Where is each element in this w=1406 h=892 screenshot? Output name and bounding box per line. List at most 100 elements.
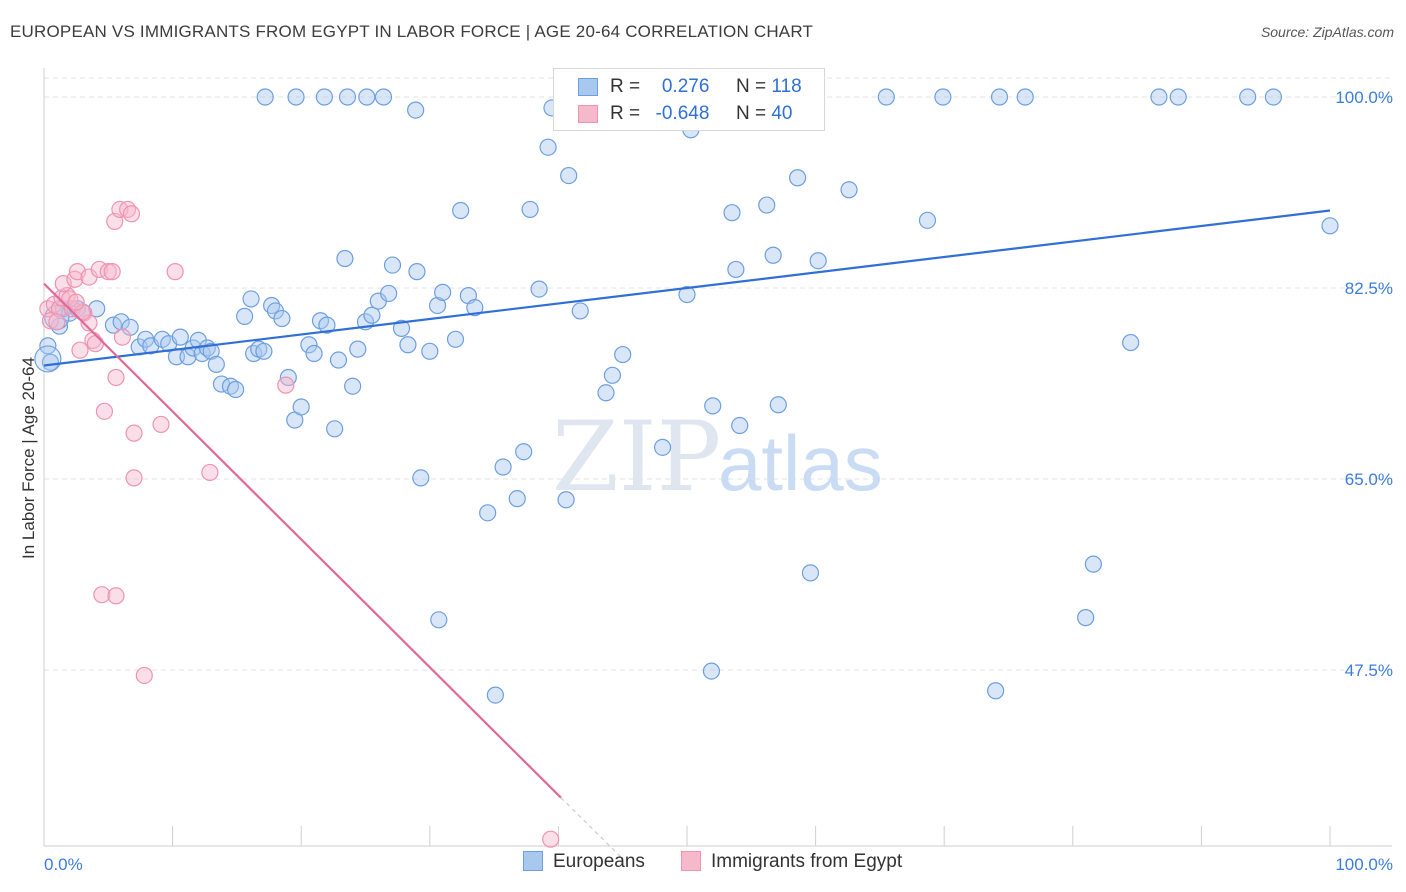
egypt-point — [95, 402, 114, 420]
europeans-point — [227, 380, 245, 399]
europeans-point — [380, 284, 398, 303]
watermark: ZIP atlas — [552, 401, 883, 513]
egypt-points — [39, 200, 560, 848]
egypt-point — [166, 263, 184, 281]
legend-swatch-egypt — [578, 105, 598, 123]
grid-lines — [44, 77, 1392, 671]
egypt-point — [201, 463, 219, 482]
europeans-point — [1264, 88, 1283, 106]
europeans-point — [1169, 88, 1187, 106]
y-tick-label: 82.5% — [1345, 279, 1393, 298]
egypt-point — [125, 469, 143, 487]
europeans-point — [349, 340, 367, 358]
europeans-point — [242, 290, 260, 308]
europeans-point — [392, 319, 411, 337]
europeans-point — [877, 88, 895, 106]
europeans-point — [758, 196, 776, 214]
europeans-point — [1016, 88, 1034, 106]
europeans-point — [255, 342, 273, 360]
legend-n-label: N = — [735, 103, 767, 124]
europeans-point — [315, 88, 333, 106]
y-tick-label: 47.5% — [1345, 661, 1393, 680]
europeans-point — [273, 309, 291, 328]
legend-r-label: R = — [610, 103, 641, 124]
legend-swatch-europeans — [578, 78, 598, 96]
europeans-point — [801, 564, 820, 582]
europeans-point — [358, 88, 376, 106]
europeans-point — [344, 377, 362, 395]
egypt-point — [48, 313, 66, 331]
europeans-point — [653, 438, 672, 456]
europeans-point — [987, 682, 1005, 700]
europeans-point — [329, 351, 348, 369]
legend-n-label: N = — [735, 76, 767, 97]
europeans-point — [430, 611, 448, 629]
legend-r-value: 0.276 — [661, 76, 710, 97]
egypt-trend-extension — [560, 797, 624, 860]
europeans-point — [731, 416, 749, 435]
europeans-point — [597, 384, 615, 402]
egypt-point — [73, 303, 92, 321]
bottom-legend-swatch-egypt — [681, 851, 701, 871]
europeans-point — [207, 355, 225, 373]
egypt-point — [152, 415, 170, 434]
europeans-point — [336, 249, 354, 268]
europeans-point — [300, 336, 318, 354]
watermark-atlas: atlas — [718, 419, 883, 507]
europeans-point — [918, 211, 937, 229]
europeans-point — [704, 397, 722, 415]
egypt-point — [86, 335, 105, 353]
europeans-point — [571, 302, 589, 320]
bottom-legend-label-egypt: Immigrants from Egypt — [711, 851, 903, 872]
europeans-point — [486, 686, 504, 704]
europeans-point — [171, 328, 189, 346]
europeans-point — [809, 252, 827, 270]
trend-lines — [43, 209, 1331, 860]
europeans-point — [407, 101, 425, 119]
europeans-point — [318, 316, 336, 334]
europeans-point — [1321, 217, 1339, 235]
europeans-point — [515, 443, 533, 461]
egypt-point — [107, 368, 125, 387]
europeans-point — [338, 88, 357, 106]
x-tick-label: 0.0% — [44, 855, 83, 874]
europeans-point — [1084, 555, 1102, 573]
europeans-point — [1150, 88, 1168, 106]
y-tick-label: 65.0% — [1345, 470, 1393, 489]
europeans-point — [934, 88, 952, 106]
egypt-point — [93, 586, 111, 604]
egypt-point — [125, 424, 143, 442]
y-axis-label: In Labor Force | Age 20-64 — [19, 357, 38, 559]
watermark-zip: ZIP — [552, 401, 721, 513]
europeans-point — [421, 342, 439, 360]
y-tick-label: 100.0% — [1335, 88, 1393, 107]
stats-legend: R = 0.276 N = 118 R = -0.648 N = 40 — [553, 68, 825, 131]
europeans-point — [1239, 88, 1257, 106]
europeans-point — [202, 342, 220, 360]
europeans-point — [769, 396, 787, 414]
europeans-point — [521, 200, 539, 219]
egypt-point — [67, 293, 85, 311]
europeans-point — [374, 88, 393, 106]
europeans-point — [727, 260, 745, 279]
europeans-point — [383, 256, 402, 274]
europeans-point — [508, 490, 526, 508]
chart-title: EUROPEAN VS IMMIGRANTS FROM EGYPT IN LAB… — [10, 22, 814, 41]
europeans-point — [428, 296, 447, 315]
egypt-point — [122, 205, 141, 223]
europeans-point — [603, 366, 622, 384]
europeans-point — [466, 299, 484, 317]
europeans-point — [479, 504, 497, 522]
europeans-trend-line — [43, 209, 1331, 367]
europeans-point — [1122, 333, 1140, 352]
europeans-point — [236, 307, 254, 325]
europeans-point — [446, 330, 465, 348]
europeans-point — [452, 201, 470, 220]
europeans-point — [292, 398, 310, 416]
bottom-legend-egypt: Immigrants from Egypt — [681, 851, 902, 873]
tick-labels: 47.5% 65.0% 82.5% 100.0% 0.0% 100.0% — [44, 88, 1393, 874]
egypt-point — [71, 341, 89, 359]
egypt-point — [277, 376, 295, 394]
europeans-point — [34, 345, 62, 373]
